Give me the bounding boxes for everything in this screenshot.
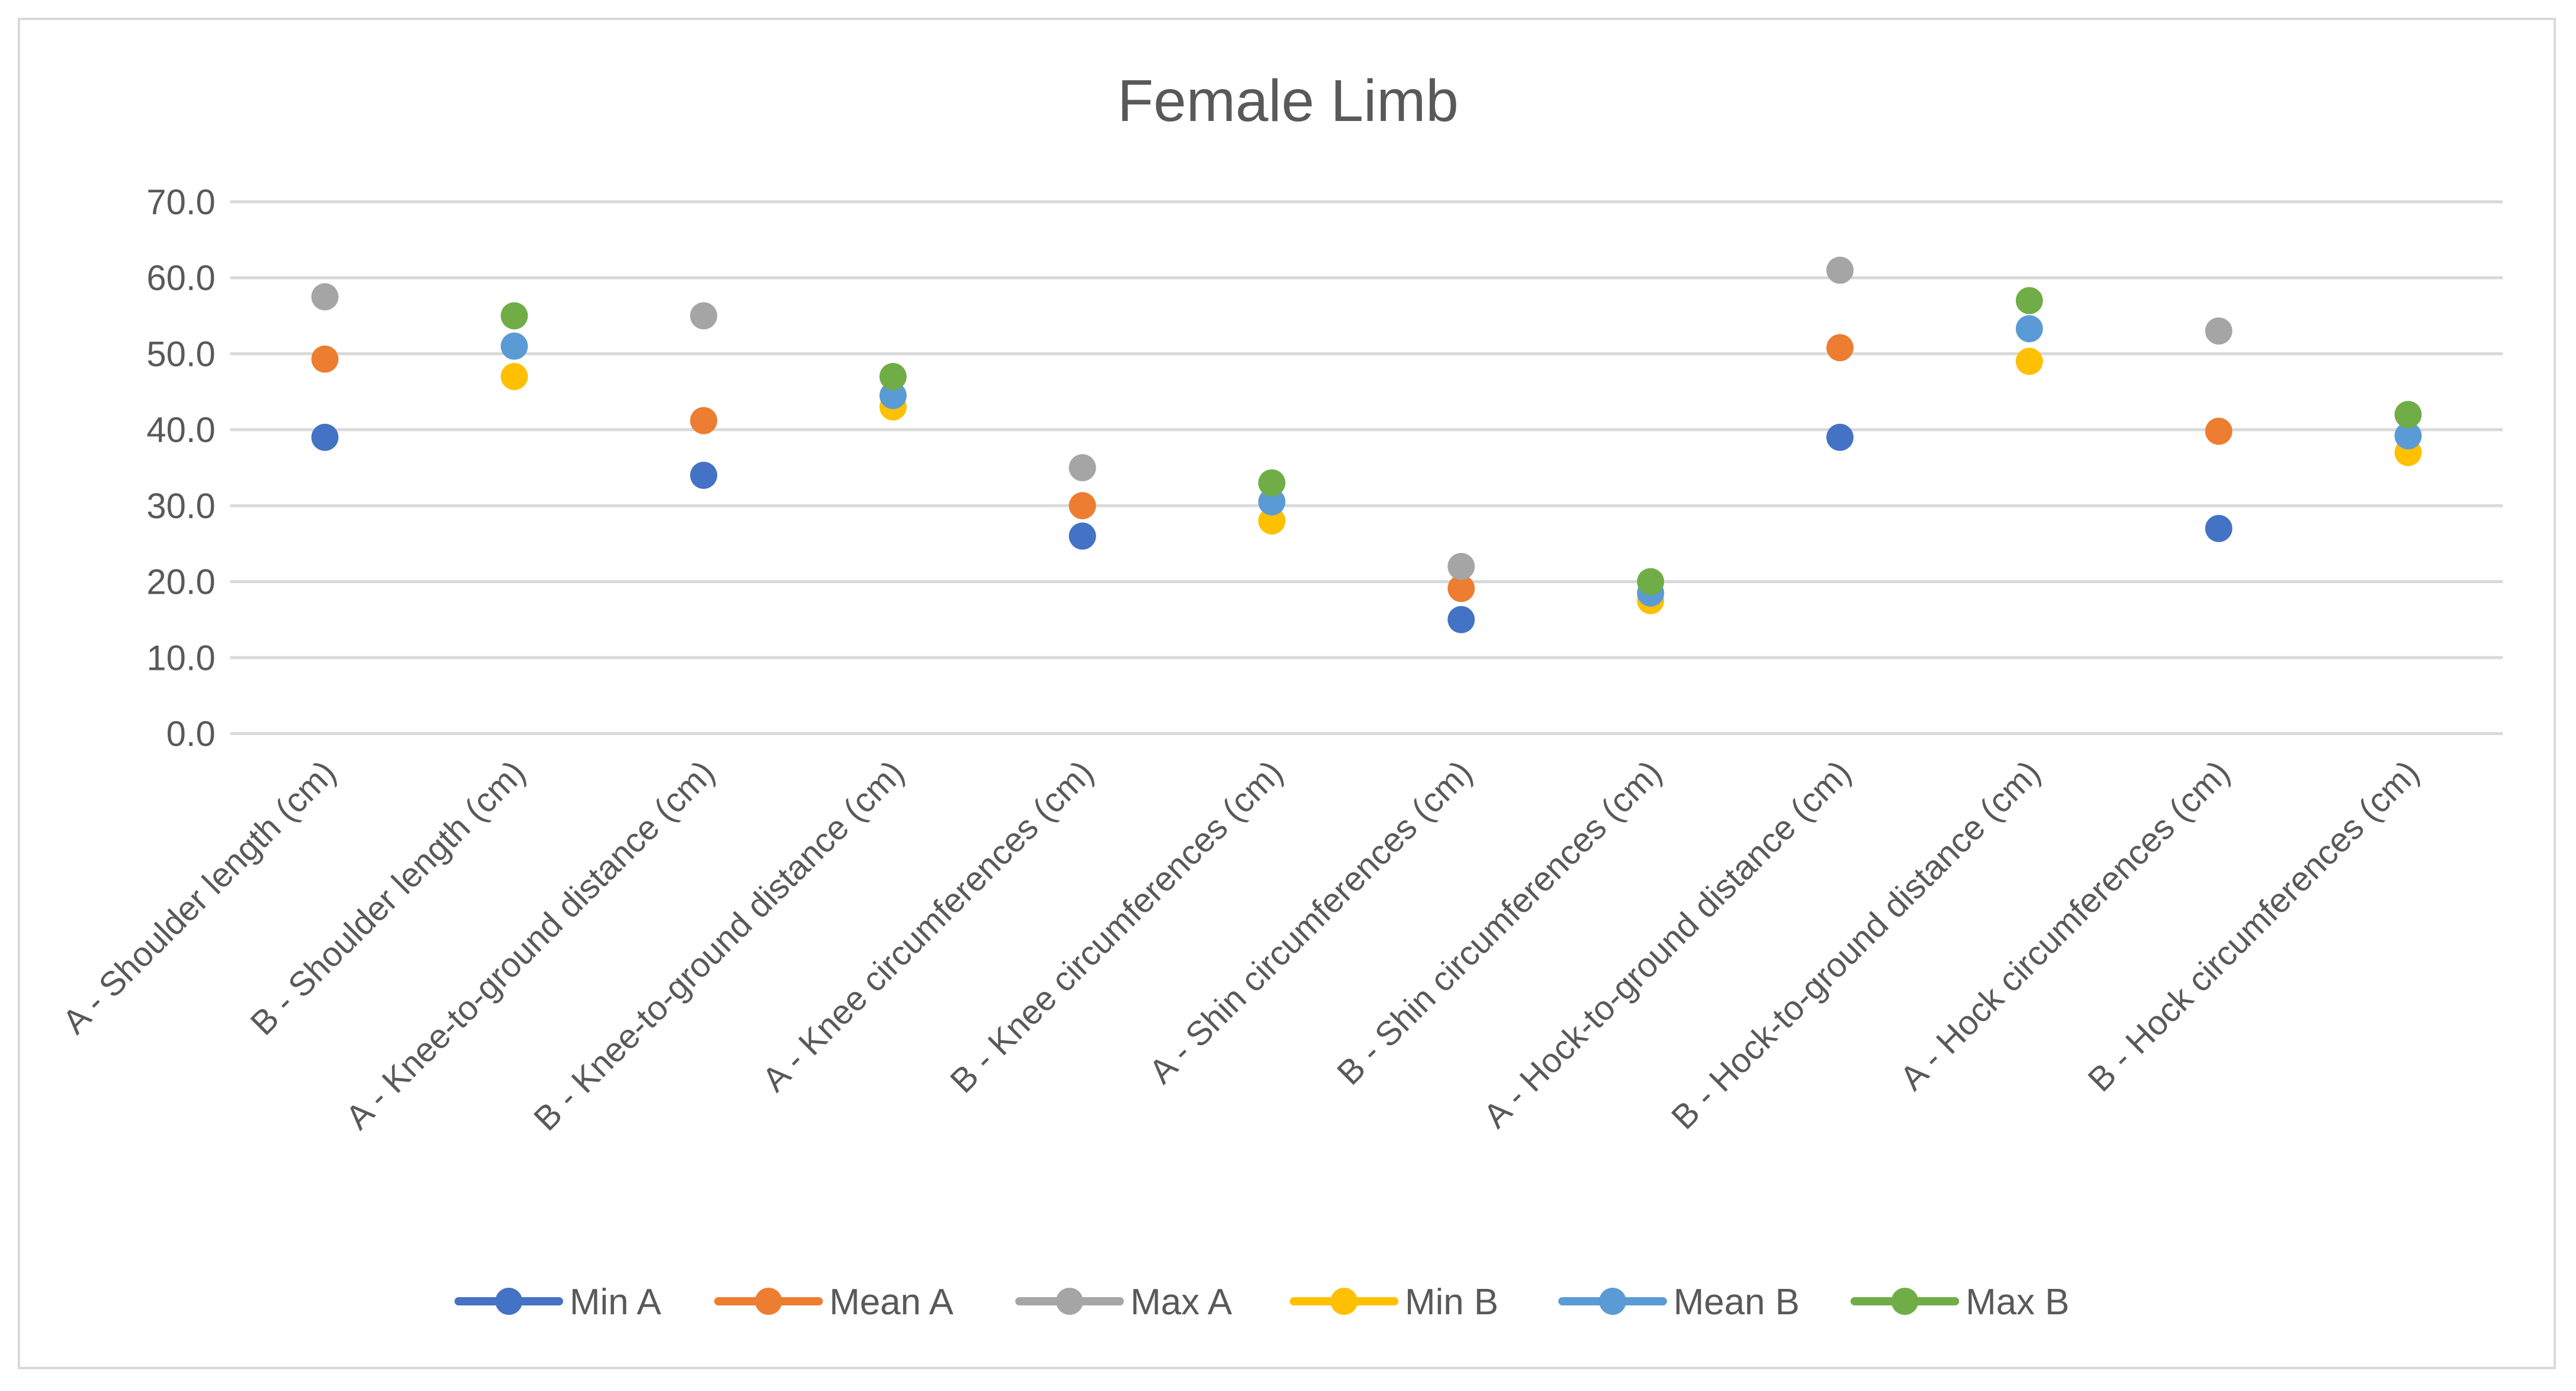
data-point — [690, 462, 718, 489]
data-point — [1258, 469, 1286, 497]
data-point — [2015, 315, 2043, 342]
legend-marker — [495, 1288, 522, 1315]
legend-item: Mean A — [714, 1282, 954, 1323]
data-point — [1447, 606, 1475, 633]
x-tick-label: A - Knee-to-ground distance (cm) — [338, 753, 722, 1137]
legend-label: Max B — [1966, 1282, 2070, 1323]
legend: Min A Mean A Max A Min B Mean B Max B — [455, 1282, 2070, 1323]
data-point — [1637, 568, 1665, 595]
legend-label: Min A — [570, 1282, 662, 1323]
data-point — [1258, 507, 1286, 535]
y-axis-ticks: 0.0 10.0 20.0 30.0 40.0 50.0 60.0 70.0 — [146, 182, 215, 754]
legend-marker — [1891, 1288, 1918, 1315]
gridlines — [230, 200, 2503, 735]
legend-marker — [1056, 1288, 1083, 1315]
data-point — [879, 382, 907, 410]
data-point — [311, 283, 339, 310]
data-point — [311, 424, 339, 451]
data-point — [1826, 424, 1854, 451]
legend-label: Mean B — [1673, 1282, 1800, 1323]
data-point — [1068, 522, 1096, 550]
series-max-b — [501, 287, 2422, 595]
y-tick-label: 10.0 — [146, 638, 215, 678]
x-axis-ticks: A - Shoulder length (cm)B - Shoulder len… — [55, 753, 2426, 1138]
y-tick-label: 70.0 — [146, 182, 215, 222]
data-point — [2205, 317, 2232, 345]
series-min-a — [311, 424, 2232, 633]
x-tick-label: B - Knee-to-ground distance (cm) — [527, 753, 911, 1138]
data-point — [501, 363, 528, 391]
data-point — [2205, 417, 2232, 445]
legend-label: Mean A — [829, 1282, 954, 1323]
data-point — [2015, 287, 2043, 315]
x-tick-label: B - Shin circumferences (cm) — [1330, 753, 1669, 1092]
data-point — [2394, 401, 2422, 428]
data-point — [2205, 515, 2232, 542]
data-point — [501, 302, 528, 330]
y-tick-label: 60.0 — [146, 258, 215, 298]
x-tick-label: A - Hock circumferences (cm) — [1892, 753, 2237, 1098]
legend-label: Max A — [1130, 1282, 1233, 1323]
x-tick-label: B - Hock-to-ground distance (cm) — [1664, 753, 2048, 1137]
legend-item: Max A — [1015, 1282, 1233, 1323]
legend-marker — [755, 1288, 782, 1315]
legend-item: Mean B — [1558, 1282, 1800, 1323]
y-tick-label: 20.0 — [146, 562, 215, 602]
chart-frame — [18, 18, 2556, 1369]
data-points — [311, 256, 2422, 633]
legend-item: Max B — [1851, 1282, 2070, 1323]
data-point — [1258, 488, 1286, 516]
x-tick-label: B - Hock circumferences (cm) — [2081, 753, 2427, 1099]
data-point — [1826, 256, 1854, 284]
data-point — [501, 332, 528, 360]
data-point — [1826, 334, 1854, 362]
series-max-a — [311, 256, 2232, 580]
y-tick-label: 40.0 — [146, 410, 215, 450]
data-point — [1447, 552, 1475, 580]
legend-marker — [1599, 1288, 1626, 1315]
data-point — [311, 345, 339, 373]
data-point — [690, 302, 718, 330]
data-point — [1447, 575, 1475, 603]
y-tick-label: 30.0 — [146, 486, 215, 526]
y-tick-label: 50.0 — [146, 334, 215, 374]
data-point — [2015, 348, 2043, 375]
chart-title: Female Limb — [1117, 68, 1459, 134]
legend-item: Min B — [1290, 1282, 1498, 1323]
data-point — [690, 407, 718, 434]
data-point — [2394, 422, 2422, 450]
y-tick-label: 0.0 — [166, 714, 215, 754]
x-tick-label: B - Knee circumferences (cm) — [943, 753, 1290, 1100]
x-tick-label: A - Shin circumferences (cm) — [1142, 753, 1479, 1091]
data-point — [1068, 454, 1096, 482]
data-point — [879, 363, 907, 391]
data-point — [1068, 492, 1096, 519]
x-tick-label: A - Hock-to-ground distance (cm) — [1476, 753, 1859, 1135]
x-tick-label: A - Knee circumferences (cm) — [755, 753, 1101, 1099]
legend-item: Min A — [455, 1282, 662, 1323]
series-mean-a — [311, 334, 2232, 603]
legend-marker — [1331, 1288, 1358, 1315]
legend-label: Min B — [1405, 1282, 1498, 1323]
